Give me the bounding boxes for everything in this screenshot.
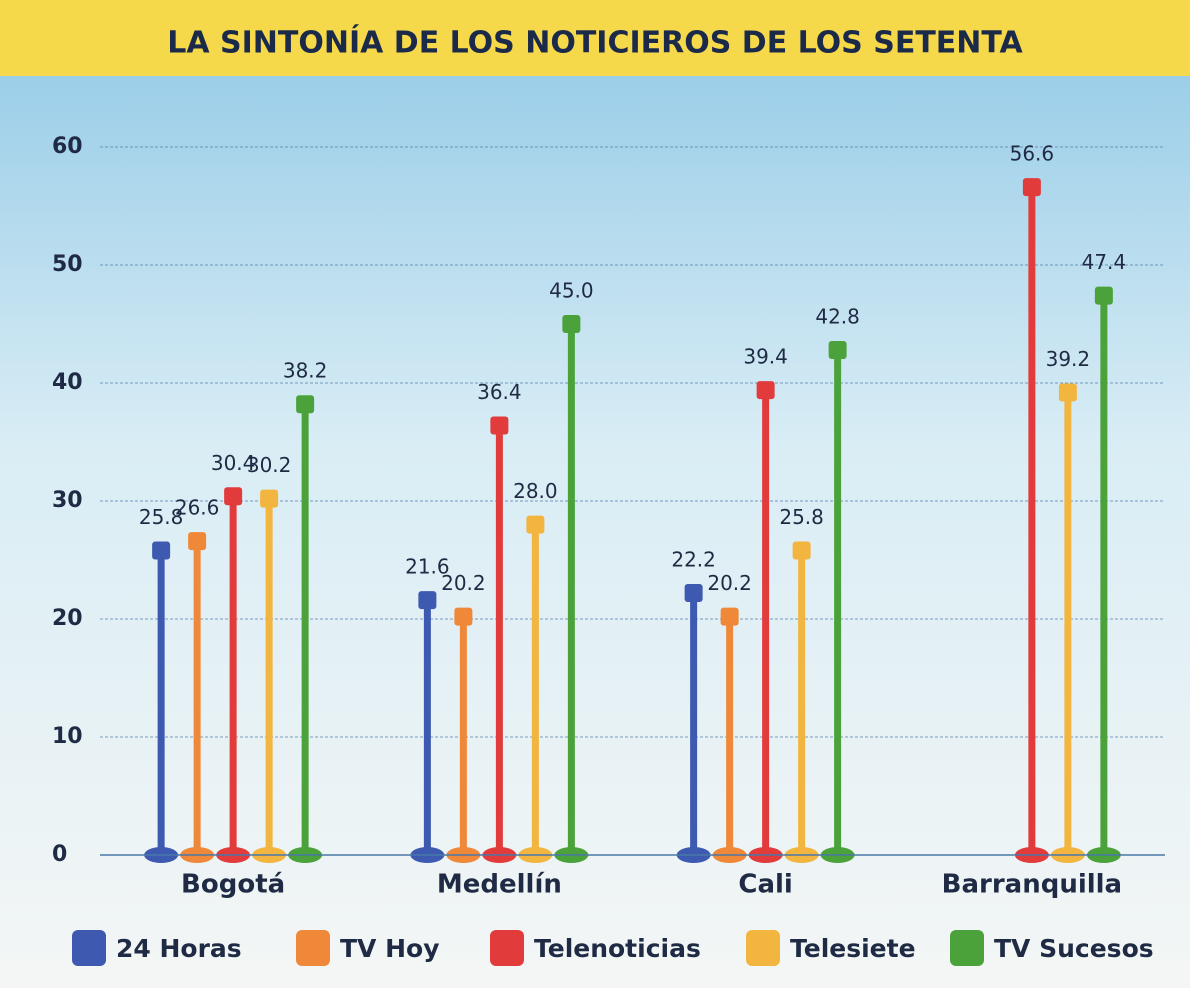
- bar-cap: [224, 487, 242, 505]
- bar-stem: [266, 499, 273, 855]
- value-label: 22.2: [671, 548, 716, 572]
- value-label: 39.2: [1046, 347, 1091, 371]
- bar-stem: [690, 593, 697, 855]
- legend-swatch: [746, 930, 780, 966]
- bar-cap: [296, 395, 314, 413]
- bar-cap: [1059, 383, 1077, 401]
- value-label: 36.4: [477, 380, 522, 404]
- bar-cap: [757, 381, 775, 399]
- bar-stem: [194, 541, 201, 855]
- bar-cap: [526, 516, 544, 534]
- y-tick-label: 10: [52, 724, 83, 749]
- bar-stem: [1028, 187, 1035, 855]
- value-label: 20.2: [441, 571, 486, 595]
- value-label: 25.8: [779, 505, 824, 529]
- bar-cap: [562, 315, 580, 333]
- bar-cap: [152, 542, 170, 560]
- value-label: 45.0: [549, 279, 594, 303]
- chart: LA SINTONÍA DE LOS NOTICIEROS DE LOS SET…: [0, 0, 1190, 988]
- value-label: 20.2: [707, 571, 752, 595]
- x-tick-label: Medellín: [437, 870, 562, 900]
- bar-stem: [726, 617, 733, 855]
- x-tick-label: Barranquilla: [942, 870, 1122, 900]
- legend-label: Telesiete: [790, 934, 916, 963]
- bar-stem: [230, 496, 237, 855]
- bar-cap: [1023, 178, 1041, 196]
- bar-stem: [158, 551, 165, 855]
- legend-label: TV Hoy: [340, 934, 440, 963]
- legend-label: Telenoticias: [534, 934, 701, 963]
- y-tick-label: 60: [52, 134, 83, 159]
- value-label: 26.6: [175, 496, 220, 520]
- bar-stem: [1100, 296, 1107, 855]
- bar-cap: [260, 490, 278, 508]
- value-label: 47.4: [1082, 250, 1127, 274]
- y-tick-label: 30: [52, 488, 83, 513]
- y-tick-label: 50: [52, 252, 83, 277]
- bar-cap: [721, 608, 739, 626]
- bar-stem: [496, 425, 503, 855]
- bar-stem: [798, 551, 805, 855]
- bar-stem: [568, 324, 575, 855]
- legend-swatch: [490, 930, 524, 966]
- value-label: 30.2: [247, 453, 292, 477]
- bar-cap: [490, 416, 508, 434]
- x-tick-label: Cali: [738, 870, 792, 900]
- legend-label: 24 Horas: [116, 934, 242, 963]
- legend-label: TV Sucesos: [994, 934, 1154, 963]
- value-label: 39.4: [743, 345, 788, 369]
- legend-swatch: [296, 930, 330, 966]
- y-tick-label: 0: [52, 842, 67, 867]
- value-label: 28.0: [513, 479, 558, 503]
- bar-stem: [460, 617, 467, 855]
- bar-cap: [685, 584, 703, 602]
- bar-stem: [424, 600, 431, 855]
- bar-stem: [302, 404, 309, 855]
- bar-cap: [418, 591, 436, 609]
- y-tick-label: 40: [52, 370, 83, 395]
- value-label: 42.8: [815, 304, 860, 328]
- chart-title: LA SINTONÍA DE LOS NOTICIEROS DE LOS SET…: [167, 25, 1023, 61]
- value-label: 38.2: [283, 359, 328, 383]
- bar-stem: [762, 390, 769, 855]
- value-label: 56.6: [1010, 142, 1055, 166]
- bar-cap: [793, 542, 811, 560]
- y-tick-label: 20: [52, 606, 83, 631]
- bar-cap: [454, 608, 472, 626]
- bar-stem: [1064, 392, 1071, 855]
- legend-swatch: [950, 930, 984, 966]
- bar-cap: [829, 341, 847, 359]
- bar-stem: [834, 350, 841, 855]
- bar-cap: [1095, 287, 1113, 305]
- legend-swatch: [72, 930, 106, 966]
- bar-stem: [532, 525, 539, 855]
- bar-cap: [188, 532, 206, 550]
- x-tick-label: Bogotá: [181, 870, 285, 900]
